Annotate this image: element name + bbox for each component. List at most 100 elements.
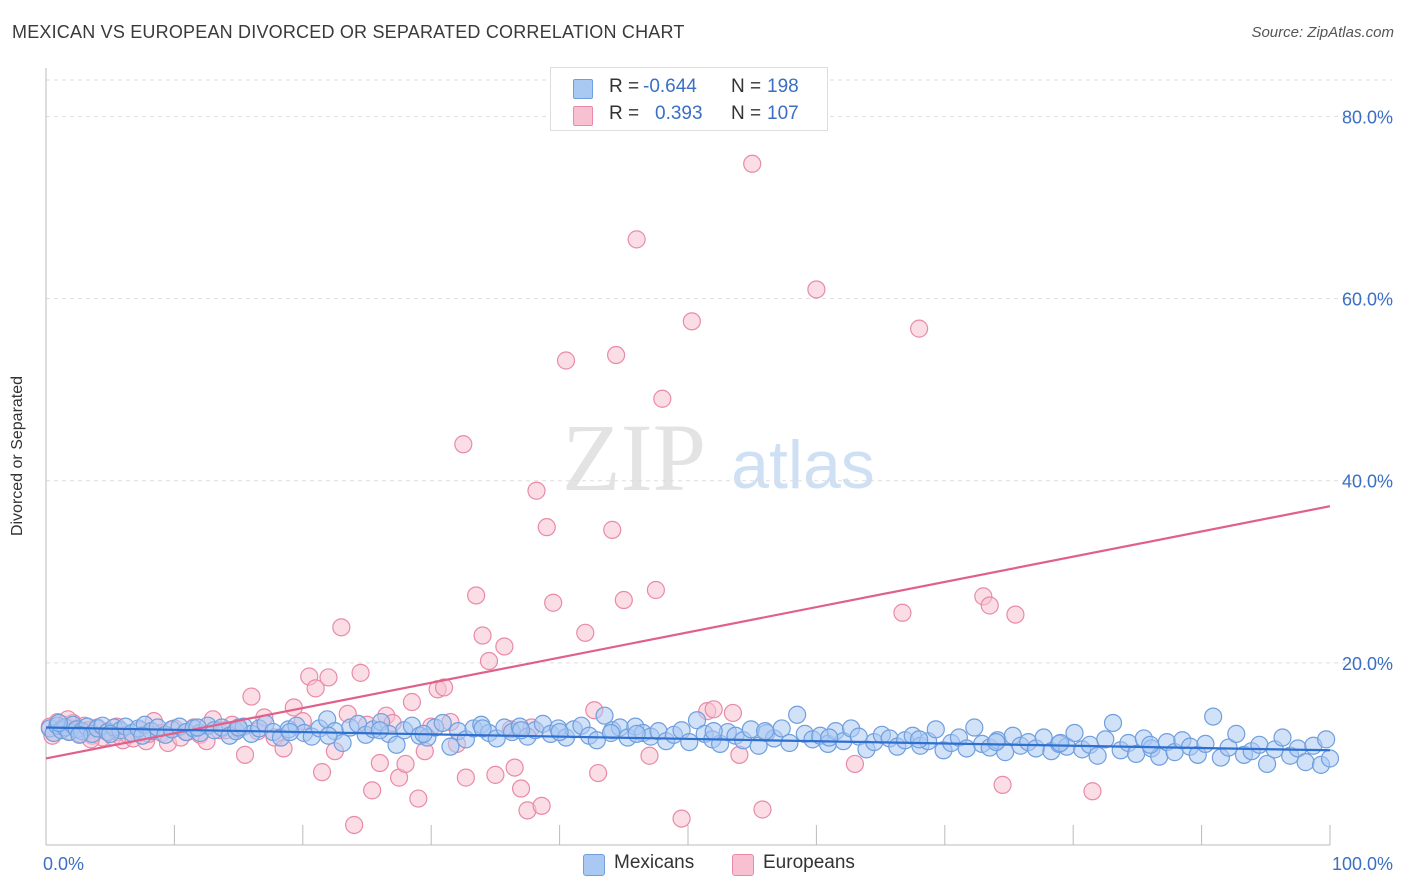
mexicans-point-53 xyxy=(387,735,406,754)
mexicans-point-162 xyxy=(1227,724,1246,743)
europeans-point-79 xyxy=(532,796,551,815)
europeans-trend-line xyxy=(45,505,1331,760)
mexicans-point-144 xyxy=(1088,746,1107,765)
mexicans-point-128 xyxy=(965,718,984,737)
europeans-point-108 xyxy=(1006,605,1025,624)
mexicans-point-104 xyxy=(780,733,799,753)
europeans-point-92 xyxy=(653,389,672,408)
mexicans-point-197 xyxy=(1141,735,1160,754)
europeans-point-96 xyxy=(704,700,723,719)
n-label: N = xyxy=(731,76,762,97)
europeans-point-93 xyxy=(672,809,691,828)
europeans-point-100 xyxy=(753,800,772,819)
trend-lines xyxy=(45,505,1331,760)
europeans-point-85 xyxy=(589,763,608,783)
mexicans-point-183 xyxy=(319,726,338,745)
europeans-point-49 xyxy=(345,815,364,835)
europeans-point-78 xyxy=(527,481,546,500)
europeans-point-89 xyxy=(627,230,646,249)
mexicans-swatch xyxy=(573,79,593,99)
europeans-point-44 xyxy=(312,763,332,782)
mexicans-point-168 xyxy=(1273,728,1292,747)
europeans-legend-label: Europeans xyxy=(763,852,855,873)
mexicans-legend-swatch xyxy=(583,854,605,876)
europeans-point-53 xyxy=(370,753,389,773)
mexicans-point-127 xyxy=(957,739,976,758)
r-label: R = xyxy=(609,103,640,124)
y-tick-label-3: 80.0% xyxy=(1342,107,1393,127)
mexicans-point-165 xyxy=(1250,735,1269,754)
europeans-point-72 xyxy=(495,637,514,656)
europeans-point-102 xyxy=(845,754,865,774)
n-value: 107 xyxy=(767,103,799,124)
europeans-point-81 xyxy=(544,593,563,612)
europeans-point-86 xyxy=(603,520,622,539)
europeans-point-57 xyxy=(396,754,415,774)
europeans-point-50 xyxy=(351,663,370,682)
mexicans-point-79 xyxy=(587,731,606,750)
y-axis-label: Divorced or Separated xyxy=(9,375,26,537)
mexicans-point-186 xyxy=(473,719,492,738)
europeans-point-69 xyxy=(473,626,492,645)
mexicans-points xyxy=(40,705,1340,774)
n-label: N = xyxy=(731,103,762,124)
europeans-point-71 xyxy=(486,765,505,784)
europeans-point-109 xyxy=(1083,782,1102,801)
europeans-point-87 xyxy=(606,345,626,365)
europeans-point-47 xyxy=(332,618,351,637)
x-tick-label-0: 0.0% xyxy=(43,854,84,874)
europeans-point-68 xyxy=(467,586,486,605)
europeans-point-43 xyxy=(306,679,325,698)
r-value: -0.644 xyxy=(643,76,697,97)
correlation-legend: R = -0.644 N = 198 R = 0.393 N = 107 xyxy=(550,67,828,131)
mexicans-point-188 xyxy=(550,722,569,742)
mexicans-point-59 xyxy=(433,713,452,733)
europeans-point-104 xyxy=(910,319,929,338)
europeans-point-34 xyxy=(235,745,255,764)
europeans-point-99 xyxy=(743,154,762,173)
mexicans-point-193 xyxy=(820,728,839,747)
mexicans-point-159 xyxy=(1204,707,1223,726)
mexicans-point-192 xyxy=(755,722,775,741)
watermark: ZIP atlas xyxy=(562,404,875,511)
y-tick-labels: 20.0% 40.0% 60.0% 80.0% xyxy=(1342,107,1393,673)
mexicans-point-46 xyxy=(333,733,352,753)
source-credit: Source: ZipAtlas.com xyxy=(1251,24,1394,41)
mexicans-point-146 xyxy=(1103,713,1123,733)
europeans-point-52 xyxy=(363,781,382,800)
mexicans-point-80 xyxy=(595,706,614,725)
europeans-point-35 xyxy=(242,687,261,706)
x-tick-label-1: 100.0% xyxy=(1332,854,1393,874)
europeans-swatch xyxy=(573,106,593,126)
europeans-point-94 xyxy=(682,312,701,331)
mexicans-point-174 xyxy=(1317,730,1336,749)
mexicans-point-190 xyxy=(627,724,646,743)
mexicans-point-158 xyxy=(1196,734,1215,754)
europeans-point-45 xyxy=(319,668,338,687)
mexicans-point-141 xyxy=(1065,723,1084,743)
mexicans-point-189 xyxy=(601,723,621,743)
mexicans-point-195 xyxy=(987,732,1006,752)
mexicans-point-196 xyxy=(1051,733,1070,753)
europeans-point-101 xyxy=(807,280,826,299)
y-tick-label-0: 20.0% xyxy=(1342,654,1393,674)
watermark-atlas: atlas xyxy=(731,427,875,503)
europeans-point-103 xyxy=(893,603,912,622)
mexicans-point-194 xyxy=(910,730,929,749)
europeans-legend-swatch xyxy=(732,854,754,876)
r-value: 0.393 xyxy=(655,103,703,124)
mexicans-point-166 xyxy=(1257,754,1277,774)
mexicans-point-105 xyxy=(788,705,807,724)
x-tick-labels: 0.0% 100.0% xyxy=(43,854,1393,874)
mexicans-point-175 xyxy=(1320,749,1340,768)
europeans-point-75 xyxy=(511,779,531,798)
watermark-zip: ZIP xyxy=(562,404,706,511)
europeans-point-80 xyxy=(537,518,556,537)
europeans-point-74 xyxy=(505,758,524,777)
chart-title: MEXICAN VS EUROPEAN DIVORCED OR SEPARATE… xyxy=(12,22,685,42)
r-label: R = xyxy=(609,76,640,97)
mexicans-point-191 xyxy=(704,722,723,741)
mexicans-point-187 xyxy=(511,721,531,740)
axes xyxy=(45,68,1331,846)
